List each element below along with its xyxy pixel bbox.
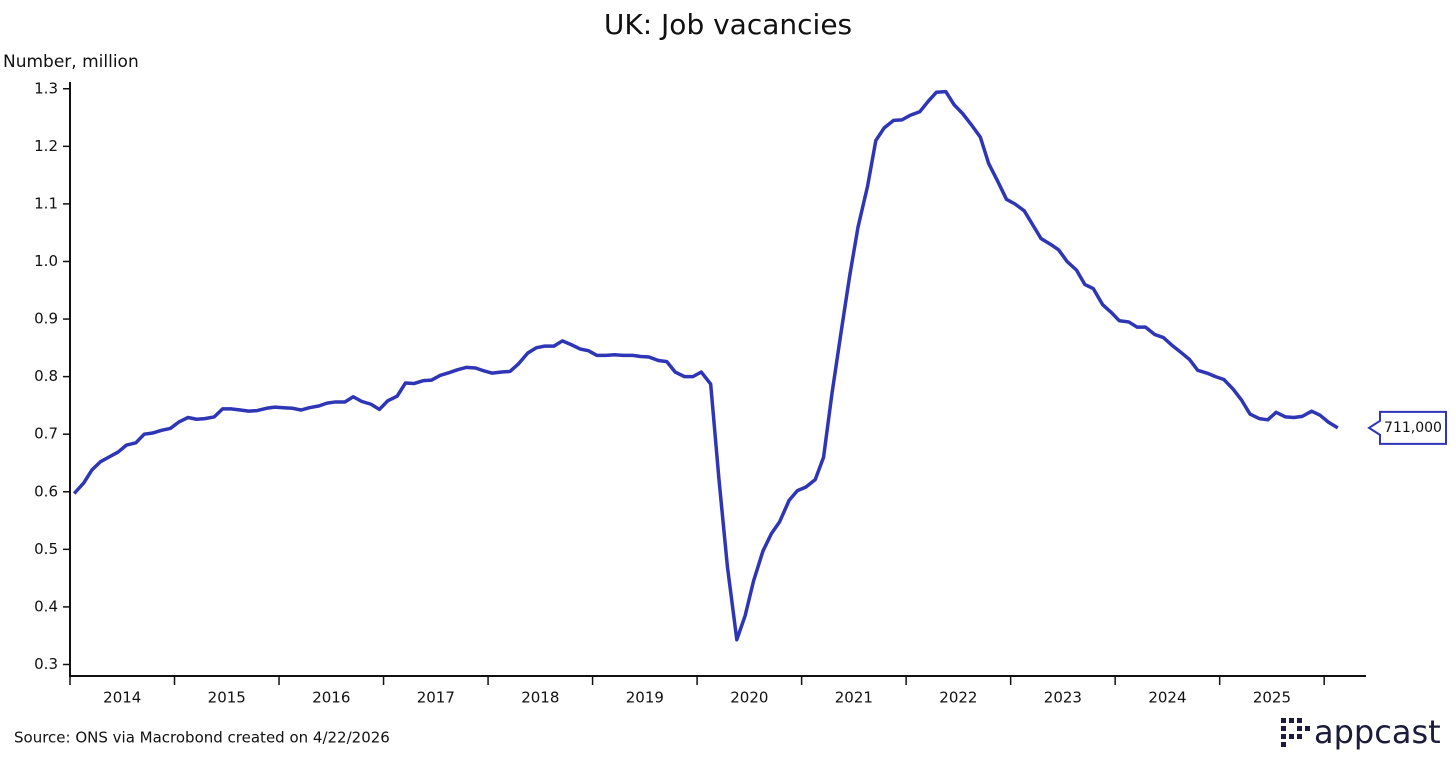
x-tick-label: 2024 xyxy=(1148,689,1186,707)
x-tick-label: 2022 xyxy=(939,689,977,707)
y-axis-label: Number, million xyxy=(3,52,139,72)
chart-title: UK: Job vacancies xyxy=(604,8,852,41)
y-tick-label: 1.1 xyxy=(34,194,58,212)
source-note: Source: ONS via Macrobond created on 4/2… xyxy=(14,729,390,747)
y-tick-label: 0.8 xyxy=(34,367,58,385)
logo-text: appcast xyxy=(1314,713,1441,751)
y-tick-label: 1.2 xyxy=(34,137,58,155)
y-tick-label: 0.3 xyxy=(34,655,58,673)
x-tick-label: 2016 xyxy=(312,689,350,707)
x-tick-label: 2017 xyxy=(417,689,455,707)
x-tick-label: 2020 xyxy=(730,689,768,707)
callout-label: 711,000 xyxy=(1384,420,1442,436)
callout-box xyxy=(1367,410,1447,445)
x-tick-label: 2018 xyxy=(521,689,559,707)
x-tick-label: 2019 xyxy=(626,689,664,707)
y-tick-label: 0.9 xyxy=(34,310,58,328)
x-tick-label: 2014 xyxy=(103,689,141,707)
y-tick-label: 0.5 xyxy=(34,540,58,558)
x-tick-label: 2021 xyxy=(835,689,873,707)
x-tick-label: 2023 xyxy=(1044,689,1082,707)
line-series xyxy=(72,89,1339,642)
x-tick-label: 2025 xyxy=(1253,689,1291,707)
y-tick-label: 0.7 xyxy=(34,425,58,443)
y-tick-label: 0.6 xyxy=(34,482,58,500)
x-tick-label: 2015 xyxy=(208,689,246,707)
y-tick-label: 1.0 xyxy=(34,252,58,270)
y-tick-label: 0.4 xyxy=(34,597,58,615)
logo-icon xyxy=(1281,718,1310,747)
y-tick-label: 1.3 xyxy=(34,79,58,97)
